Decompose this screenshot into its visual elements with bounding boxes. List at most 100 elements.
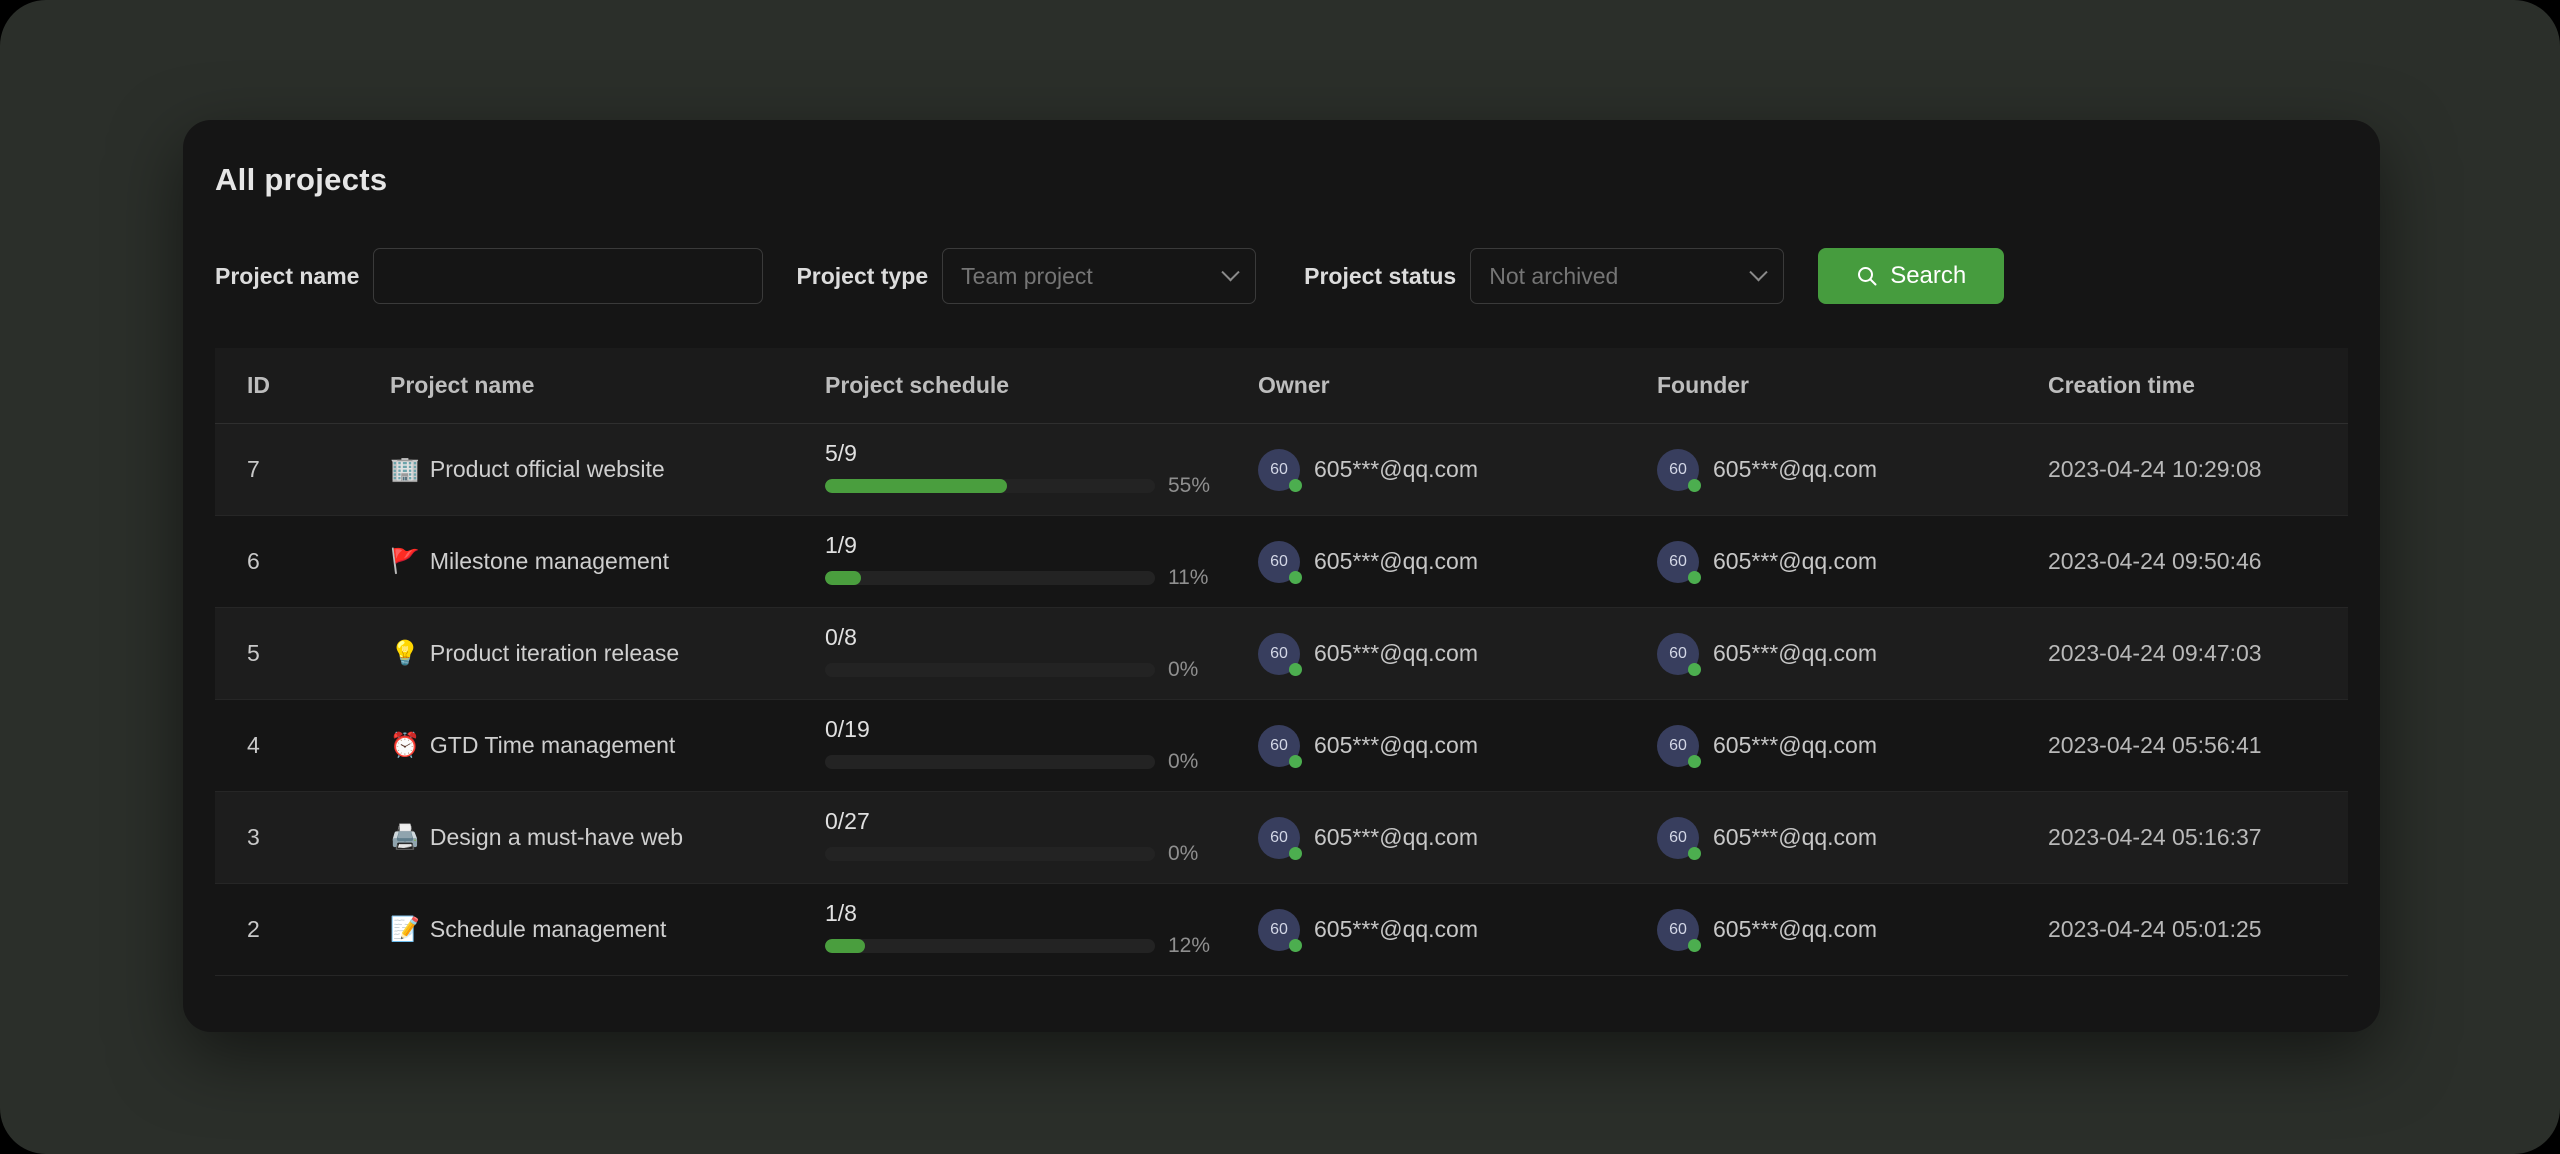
- owner-avatar: 60: [1258, 908, 1302, 952]
- cell-id: 5: [247, 640, 260, 666]
- project-status-value: Not archived: [1489, 262, 1619, 289]
- schedule-fraction: 0/27: [825, 807, 870, 834]
- cell-owner: 60 605***@qq.com: [1258, 816, 1657, 860]
- cell-founder: 60 605***@qq.com: [1657, 540, 2048, 584]
- founder-avatar: 60: [1657, 816, 1701, 860]
- progress-bar: [825, 662, 1155, 677]
- table-row[interactable]: 7 🏢 Product official website 5/9 55% 60 …: [215, 424, 2348, 516]
- cell-schedule: 0/19 0%: [825, 715, 1258, 774]
- owner-avatar: 60: [1258, 448, 1302, 492]
- cell-id: 3: [247, 824, 260, 850]
- online-dot: [1688, 570, 1701, 584]
- progress-percent: 0%: [1168, 841, 1199, 865]
- schedule-fraction: 1/9: [825, 531, 857, 558]
- table-row[interactable]: 4 ⏰ GTD Time management 0/19 0% 60 605**…: [215, 700, 2348, 792]
- project-icon: 🏢: [390, 455, 420, 483]
- online-dot: [1289, 754, 1302, 768]
- schedule-fraction: 5/9: [825, 439, 857, 466]
- cell-project-name: 🏢 Product official website: [390, 456, 825, 483]
- project-type-label: Project type: [796, 262, 929, 289]
- owner-avatar: 60: [1258, 540, 1302, 584]
- cell-owner: 60 605***@qq.com: [1258, 724, 1657, 768]
- online-dot: [1688, 662, 1701, 676]
- project-name-link[interactable]: GTD Time management: [429, 732, 676, 758]
- cell-owner: 60 605***@qq.com: [1258, 540, 1657, 584]
- founder-email: 605***@qq.com: [1713, 640, 1877, 666]
- cell-owner: 60 605***@qq.com: [1258, 448, 1657, 492]
- project-type-select[interactable]: Team project: [942, 248, 1257, 304]
- progress-percent: 0%: [1168, 749, 1199, 773]
- founder-email: 605***@qq.com: [1713, 916, 1877, 942]
- project-type-value: Team project: [961, 262, 1093, 289]
- progress-percent: 12%: [1168, 933, 1211, 957]
- cell-founder: 60 605***@qq.com: [1657, 632, 2048, 676]
- project-icon: ⏰: [390, 731, 420, 759]
- founder-email: 605***@qq.com: [1713, 824, 1877, 850]
- project-name-input[interactable]: [373, 248, 764, 304]
- online-dot: [1688, 846, 1701, 860]
- online-dot: [1289, 846, 1302, 860]
- schedule-fraction: 0/8: [825, 623, 857, 650]
- owner-avatar: 60: [1258, 816, 1302, 860]
- owner-email: 605***@qq.com: [1314, 456, 1478, 482]
- progress-percent: 0%: [1168, 657, 1199, 681]
- table-row[interactable]: 3 🖨️ Design a must-have web 0/27 0% 60 6…: [215, 792, 2348, 884]
- project-name-link[interactable]: Milestone management: [429, 548, 669, 574]
- table-header: ID Project name Project schedule Owner F…: [215, 348, 2348, 424]
- col-header-founder: Founder: [1657, 372, 1749, 398]
- table-row[interactable]: 5 💡 Product iteration release 0/8 0% 60 …: [215, 608, 2348, 700]
- cell-owner: 60 605***@qq.com: [1258, 632, 1657, 676]
- owner-email: 605***@qq.com: [1314, 548, 1478, 574]
- founder-avatar: 60: [1657, 724, 1701, 768]
- cell-creation-time: 2023-04-24 05:56:41: [2048, 732, 2262, 758]
- progress-percent: 55%: [1168, 473, 1211, 497]
- cell-creation-time: 2023-04-24 09:50:46: [2048, 548, 2262, 574]
- online-dot: [1688, 938, 1701, 952]
- projects-table: ID Project name Project schedule Owner F…: [215, 348, 2348, 976]
- cell-id: 7: [247, 456, 260, 482]
- search-icon: [1858, 267, 1877, 286]
- cell-project-name: 🚩 Milestone management: [390, 548, 825, 575]
- schedule-fraction: 1/8: [825, 899, 857, 926]
- online-dot: [1289, 938, 1302, 952]
- cell-schedule: 5/9 55%: [825, 439, 1258, 498]
- cell-creation-time: 2023-04-24 05:01:25: [2048, 916, 2262, 942]
- cell-founder: 60 605***@qq.com: [1657, 724, 2048, 768]
- chevron-down-icon: [1221, 262, 1240, 281]
- progress-bar: [825, 754, 1155, 769]
- cell-schedule: 1/9 11%: [825, 531, 1258, 590]
- online-dot: [1688, 754, 1701, 768]
- col-header-schedule: Project schedule: [825, 372, 1010, 398]
- owner-avatar: 60: [1258, 632, 1302, 676]
- table-row[interactable]: 6 🚩 Milestone management 1/9 11% 60 605*…: [215, 516, 2348, 608]
- project-status-label: Project status: [1304, 262, 1457, 289]
- founder-email: 605***@qq.com: [1713, 732, 1877, 758]
- project-icon: 💡: [390, 639, 420, 667]
- project-status-select[interactable]: Not archived: [1470, 248, 1785, 304]
- project-name-link[interactable]: Design a must-have web: [429, 824, 684, 850]
- cell-id: 4: [247, 732, 260, 758]
- progress-percent: 11%: [1168, 565, 1209, 589]
- founder-avatar: 60: [1657, 632, 1701, 676]
- table-row[interactable]: 2 📝 Schedule management 1/8 12% 60 605**…: [215, 884, 2348, 976]
- cell-creation-time: 2023-04-24 05:16:37: [2048, 824, 2262, 850]
- cell-owner: 60 605***@qq.com: [1258, 908, 1657, 952]
- search-button[interactable]: Search: [1818, 248, 2005, 304]
- cell-creation-time: 2023-04-24 10:29:08: [2048, 456, 2262, 482]
- owner-email: 605***@qq.com: [1314, 916, 1478, 942]
- cell-schedule: 0/8 0%: [825, 623, 1258, 682]
- owner-email: 605***@qq.com: [1314, 640, 1478, 666]
- project-name-link[interactable]: Product official website: [429, 456, 665, 482]
- col-header-created: Creation time: [2048, 372, 2195, 398]
- cell-id: 6: [247, 548, 260, 574]
- cell-creation-time: 2023-04-24 09:47:03: [2048, 640, 2262, 666]
- project-name-link[interactable]: Schedule management: [429, 916, 667, 942]
- cell-founder: 60 605***@qq.com: [1657, 908, 2048, 952]
- project-name-link[interactable]: Product iteration release: [429, 640, 680, 666]
- cell-founder: 60 605***@qq.com: [1657, 448, 2048, 492]
- cell-project-name: 🖨️ Design a must-have web: [390, 824, 825, 851]
- project-icon: 🚩: [390, 547, 420, 575]
- schedule-fraction: 0/19: [825, 715, 870, 742]
- cell-id: 2: [247, 916, 260, 942]
